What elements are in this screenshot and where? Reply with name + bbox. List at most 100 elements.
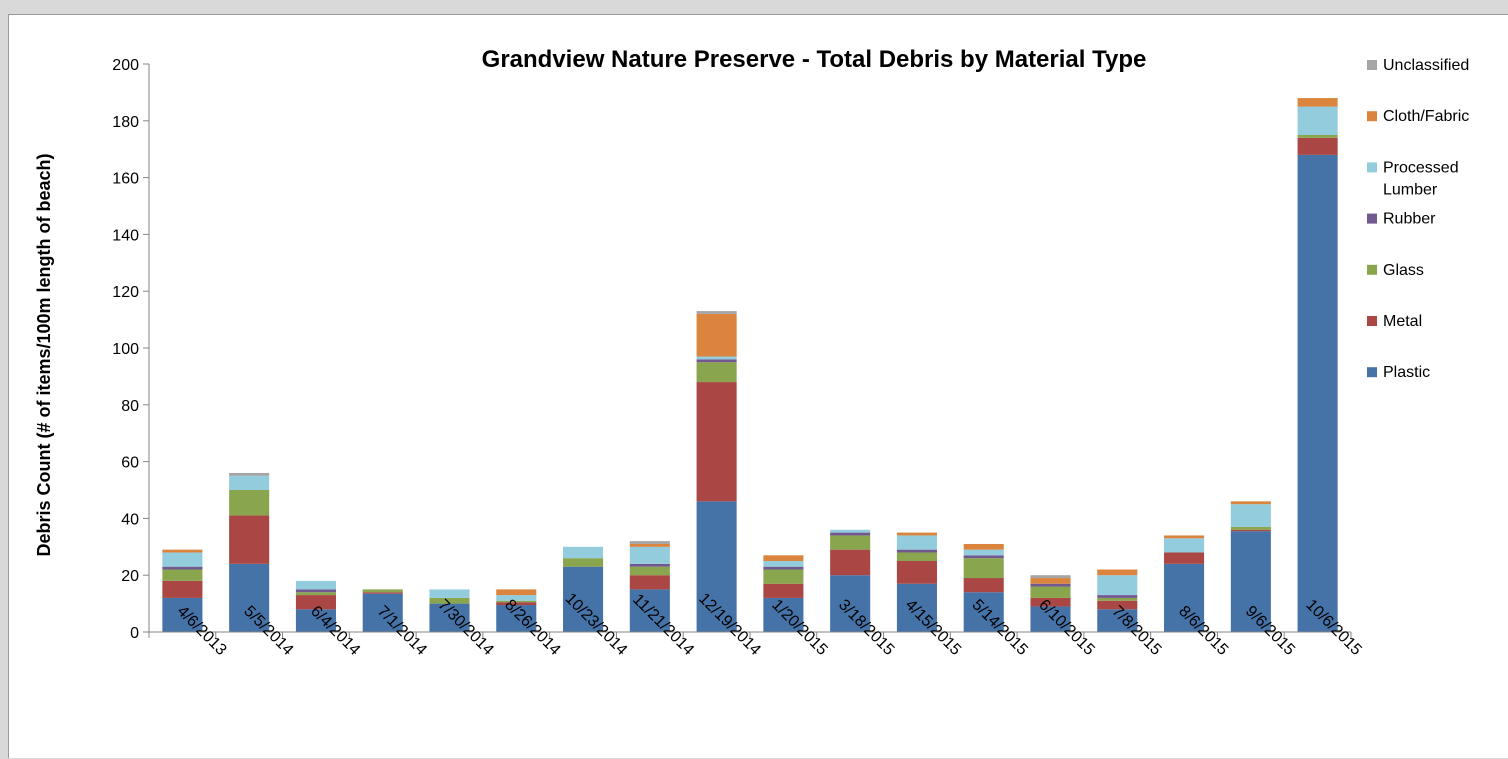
bar-segment-processed-lumber-7: [629, 546, 670, 564]
bar-segment-glass-16: [1230, 526, 1271, 530]
bar-segment-cloth-fabric-11: [896, 532, 937, 536]
legend-swatch-rubber: [1367, 213, 1377, 224]
bar-segment-processed-lumber-11: [896, 535, 937, 550]
bar-segment-metal-8: [696, 382, 737, 502]
y-tick-label-180: 180: [112, 114, 139, 131]
bar-segment-metal-9: [763, 583, 804, 598]
bar-segment-processed-lumber-17: [1297, 106, 1338, 135]
bar-segment-processed-lumber-0: [162, 552, 203, 567]
bar-segment-metal-10: [830, 549, 871, 576]
bar-segment-plastic-8: [696, 501, 737, 632]
bar-segment-cloth-fabric-13: [1030, 578, 1071, 584]
bar-segment-cloth-fabric-8: [696, 313, 737, 357]
bar-segment-plastic-2: [295, 609, 336, 632]
bar-segment-glass-1: [229, 490, 270, 516]
bar-segment-glass-12: [963, 558, 1004, 579]
legend-swatch-glass: [1367, 264, 1377, 275]
bar-segment-cloth-fabric-14: [1097, 569, 1138, 576]
bar-segment-plastic-1: [229, 563, 270, 632]
bar-segment-plastic-17: [1297, 154, 1338, 632]
bar-segment-rubber-7: [629, 563, 670, 567]
chart-title: Grandview Nature Preserve - Total Debris…: [482, 46, 1147, 73]
bar-segment-processed-lumber-1: [229, 475, 270, 490]
bar-segment-processed-lumber-14: [1097, 575, 1138, 596]
y-tick-label-100: 100: [112, 341, 139, 358]
bar-segment-plastic-3: [362, 593, 403, 632]
bar-segment-metal-2: [295, 595, 336, 610]
legend-swatch-processed-lumber: [1367, 162, 1377, 173]
bar-segment-processed-lumber-9: [763, 561, 804, 567]
bar-segment-rubber-14: [1097, 595, 1138, 598]
bar-segment-glass-14: [1097, 597, 1138, 601]
legend-label-glass: Glass: [1383, 262, 1424, 279]
bar-segment-plastic-6: [563, 566, 604, 632]
bar-segment-rubber-2: [295, 589, 336, 593]
bar-segment-metal-12: [963, 578, 1004, 593]
bar-segment-glass-5: [496, 600, 537, 603]
legend-swatch-plastic: [1367, 367, 1377, 378]
bar-segment-processed-lumber-10: [830, 529, 871, 533]
legend-label-rubber: Rubber: [1383, 211, 1436, 228]
bar-segment-glass-8: [696, 362, 737, 383]
bars-group: [162, 98, 1338, 632]
y-tick-label-140: 140: [112, 227, 139, 244]
bar-segment-plastic-5: [496, 605, 537, 632]
y-tick-label-160: 160: [112, 171, 139, 188]
chart-frame: Grandview Nature Preserve - Total Debris…: [8, 14, 1508, 758]
bar-segment-metal-14: [1097, 600, 1138, 610]
bar-segment-cloth-fabric-9: [763, 555, 804, 561]
bar-segment-glass-0: [162, 569, 203, 581]
y-tick-label-0: 0: [130, 625, 139, 642]
bar-segment-cloth-fabric-12: [963, 543, 1004, 550]
bar-segment-unclassified-8: [696, 311, 737, 314]
bar-segment-glass-2: [295, 592, 336, 596]
bar-segment-processed-lumber-8: [696, 356, 737, 360]
bar-segment-glass-3: [362, 589, 403, 593]
bar-segment-metal-0: [162, 580, 203, 598]
bar-segment-plastic-16: [1230, 531, 1271, 632]
y-tick-label-20: 20: [121, 568, 139, 585]
y-tick-label-60: 60: [121, 455, 139, 472]
stacked-bar-chart: Grandview Nature Preserve - Total Debris…: [34, 46, 1469, 659]
bar-segment-plastic-15: [1164, 563, 1205, 632]
bar-segment-glass-4: [429, 597, 470, 604]
legend: Unclassified Cloth/Fabric Processed Lumber R…: [1367, 57, 1469, 381]
y-axis-label: Debris Count (# of items/100m length of …: [34, 153, 54, 556]
y-tick-label-200: 200: [112, 57, 139, 74]
bar-segment-processed-lumber-4: [429, 589, 470, 598]
bar-segment-metal-5: [496, 602, 537, 606]
bar-segment-processed-lumber-16: [1230, 504, 1271, 527]
bar-segment-plastic-10: [830, 575, 871, 632]
y-tick-label-40: 40: [121, 511, 139, 528]
bar-segment-rubber-8: [696, 359, 737, 363]
bar-segment-rubber-9: [763, 566, 804, 570]
bar-segment-processed-lumber-5: [496, 595, 537, 601]
bar-segment-metal-17: [1297, 137, 1338, 155]
legend-label-cloth-fabric: Cloth/Fabric: [1383, 108, 1469, 125]
bar-segment-plastic-9: [763, 597, 804, 632]
bar-segment-unclassified-7: [629, 541, 670, 544]
bar-segment-plastic-12: [963, 592, 1004, 632]
bar-segment-unclassified-13: [1030, 575, 1071, 579]
bar-segment-glass-7: [629, 566, 670, 576]
bar-segment-cloth-fabric-7: [629, 543, 670, 547]
bar-segment-metal-3: [362, 592, 403, 594]
bar-segment-glass-6: [563, 558, 604, 567]
legend-label-unclassified: Unclassified: [1383, 57, 1469, 74]
bar-segment-metal-16: [1230, 529, 1271, 532]
y-tick-label-120: 120: [112, 284, 139, 301]
bar-segment-plastic-13: [1030, 606, 1071, 632]
bar-segment-plastic-14: [1097, 609, 1138, 632]
legend-swatch-metal: [1367, 316, 1377, 326]
bar-segment-glass-17: [1297, 135, 1338, 138]
bar-segment-glass-9: [763, 569, 804, 584]
bar-segment-unclassified-1: [229, 472, 270, 476]
bar-segment-plastic-11: [896, 583, 937, 632]
bar-segment-metal-13: [1030, 597, 1071, 607]
legend-swatch-unclassified: [1367, 60, 1377, 70]
bar-segment-metal-7: [629, 575, 670, 590]
legend-label-plastic: Plastic: [1383, 364, 1430, 381]
bar-segment-cloth-fabric-17: [1297, 98, 1338, 107]
bar-segment-glass-10: [830, 535, 871, 550]
bar-segment-plastic-7: [629, 589, 670, 632]
